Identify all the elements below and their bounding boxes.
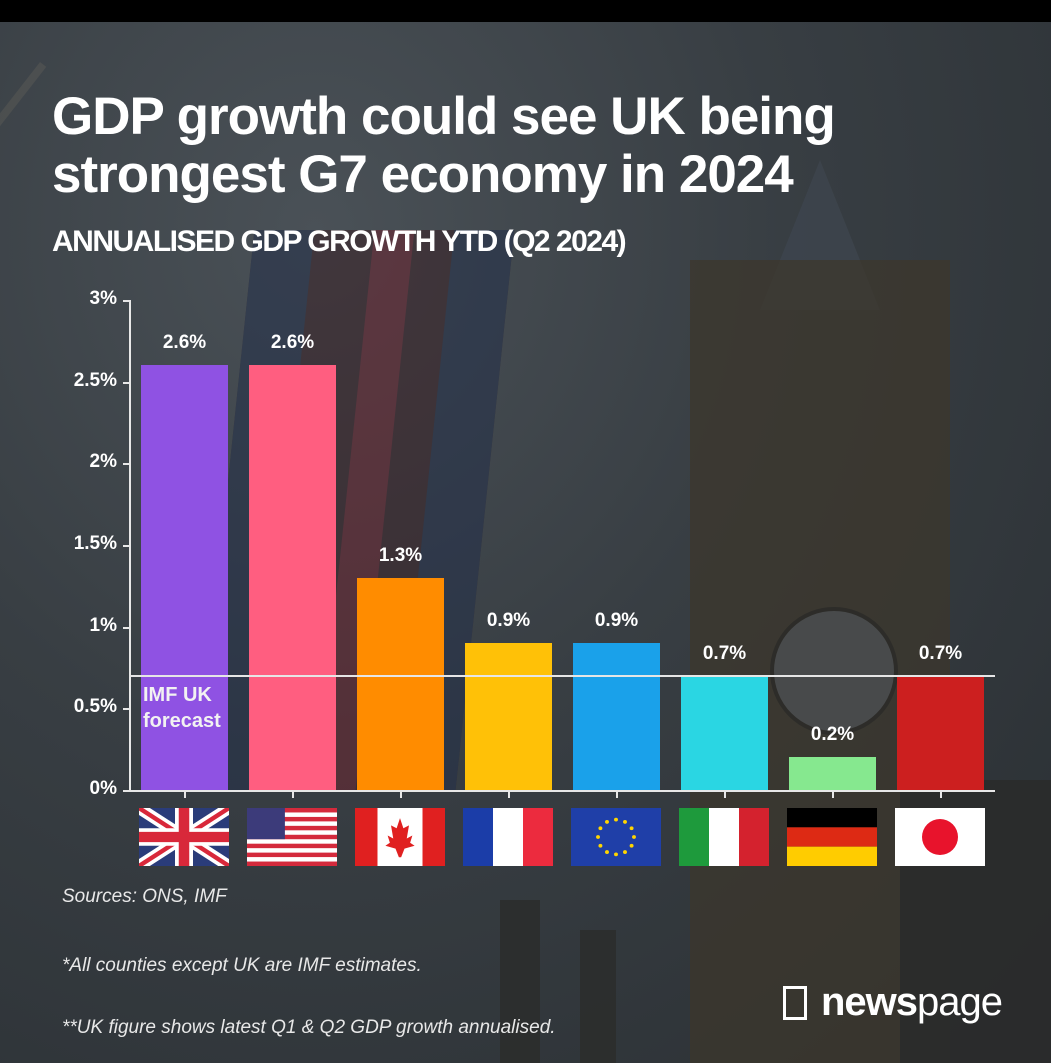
bar-value-label: 0.9% xyxy=(486,610,531,631)
y-tick xyxy=(123,381,129,384)
france-flag-icon xyxy=(463,808,553,866)
x-tick xyxy=(615,792,618,798)
logo-text-bold: news xyxy=(821,980,918,1024)
bar-value-label: 2.6% xyxy=(162,332,207,354)
y-tick-label: 0.5% xyxy=(73,696,117,718)
x-tick xyxy=(183,792,186,798)
bar-value-label: 1.3% xyxy=(378,544,423,566)
footnote-uk-figure: **UK figure shows latest Q1 & Q2 GDP gro… xyxy=(62,1017,556,1038)
x-tick xyxy=(939,792,942,798)
background-spire xyxy=(500,900,540,1063)
bar-italy xyxy=(681,675,768,790)
x-axis-line xyxy=(123,790,995,792)
bar-value-label: 0.9% xyxy=(594,610,639,631)
bar-japan xyxy=(897,675,984,790)
eu-flag-icon xyxy=(571,808,661,866)
x-tick xyxy=(723,792,726,798)
y-tick-label: 1.5% xyxy=(73,533,117,554)
y-tick xyxy=(123,300,129,302)
y-tick xyxy=(123,545,129,547)
bar-value-label: 0.7% xyxy=(702,642,747,664)
x-tick xyxy=(399,792,402,798)
germany-flag-icon xyxy=(787,808,877,866)
x-tick xyxy=(507,792,510,798)
ref-label-line-1: IMF UK xyxy=(143,683,212,706)
bar-value-label: 0.7% xyxy=(918,642,963,664)
y-tick-label: 2% xyxy=(89,451,117,473)
japan-flag-icon xyxy=(895,808,985,866)
y-tick xyxy=(123,790,129,792)
background-clock-face xyxy=(770,607,898,735)
bar-eurozone xyxy=(573,643,660,790)
imf-uk-forecast-label: IMF UK forecast xyxy=(143,682,221,734)
canada-flag-icon xyxy=(355,808,445,866)
newspage-logo: newspage xyxy=(783,980,1003,1025)
y-tick-label: 1% xyxy=(89,614,117,636)
bar-value-label: 0.2% xyxy=(810,724,855,746)
title-line-1: GDP growth could see UK being xyxy=(52,87,836,146)
footnote-imf-estimates: *All counties except UK are IMF estimate… xyxy=(62,955,422,976)
y-axis-line xyxy=(129,300,131,791)
top-black-bar xyxy=(0,0,1051,22)
background-spire xyxy=(580,930,616,1063)
y-tick-label: 3% xyxy=(89,288,117,309)
x-tick xyxy=(291,792,294,798)
bar-usa xyxy=(249,365,336,790)
uk-flag-icon xyxy=(139,808,229,866)
italy-flag-icon xyxy=(679,808,769,866)
y-tick-label: 2.5% xyxy=(73,369,117,391)
title-line-2: strongest G7 economy in 2024 xyxy=(52,145,794,204)
ref-label-line-2: forecast xyxy=(143,709,221,732)
sources-note: Sources: ONS, IMF xyxy=(62,886,227,907)
bar-germany xyxy=(789,757,876,790)
y-tick-label: 0% xyxy=(89,778,117,799)
bar-value-label: 2.6% xyxy=(270,332,315,354)
logo-text-light: page xyxy=(917,980,1003,1024)
logo-mark-icon xyxy=(783,985,807,1020)
bar-canada xyxy=(357,577,444,790)
chart-subtitle: ANNUALISED GDP GROWTH YTD (Q2 2024) xyxy=(52,225,627,258)
y-tick xyxy=(123,626,129,629)
us-flag-icon xyxy=(247,808,337,866)
y-tick xyxy=(123,463,129,466)
bar-uk xyxy=(141,365,228,790)
bar-france xyxy=(465,643,552,790)
page-title: GDP growth could see UK being strongest … xyxy=(52,87,836,204)
x-tick xyxy=(831,792,834,798)
y-tick xyxy=(123,708,129,711)
imf-uk-forecast-line xyxy=(129,674,995,677)
